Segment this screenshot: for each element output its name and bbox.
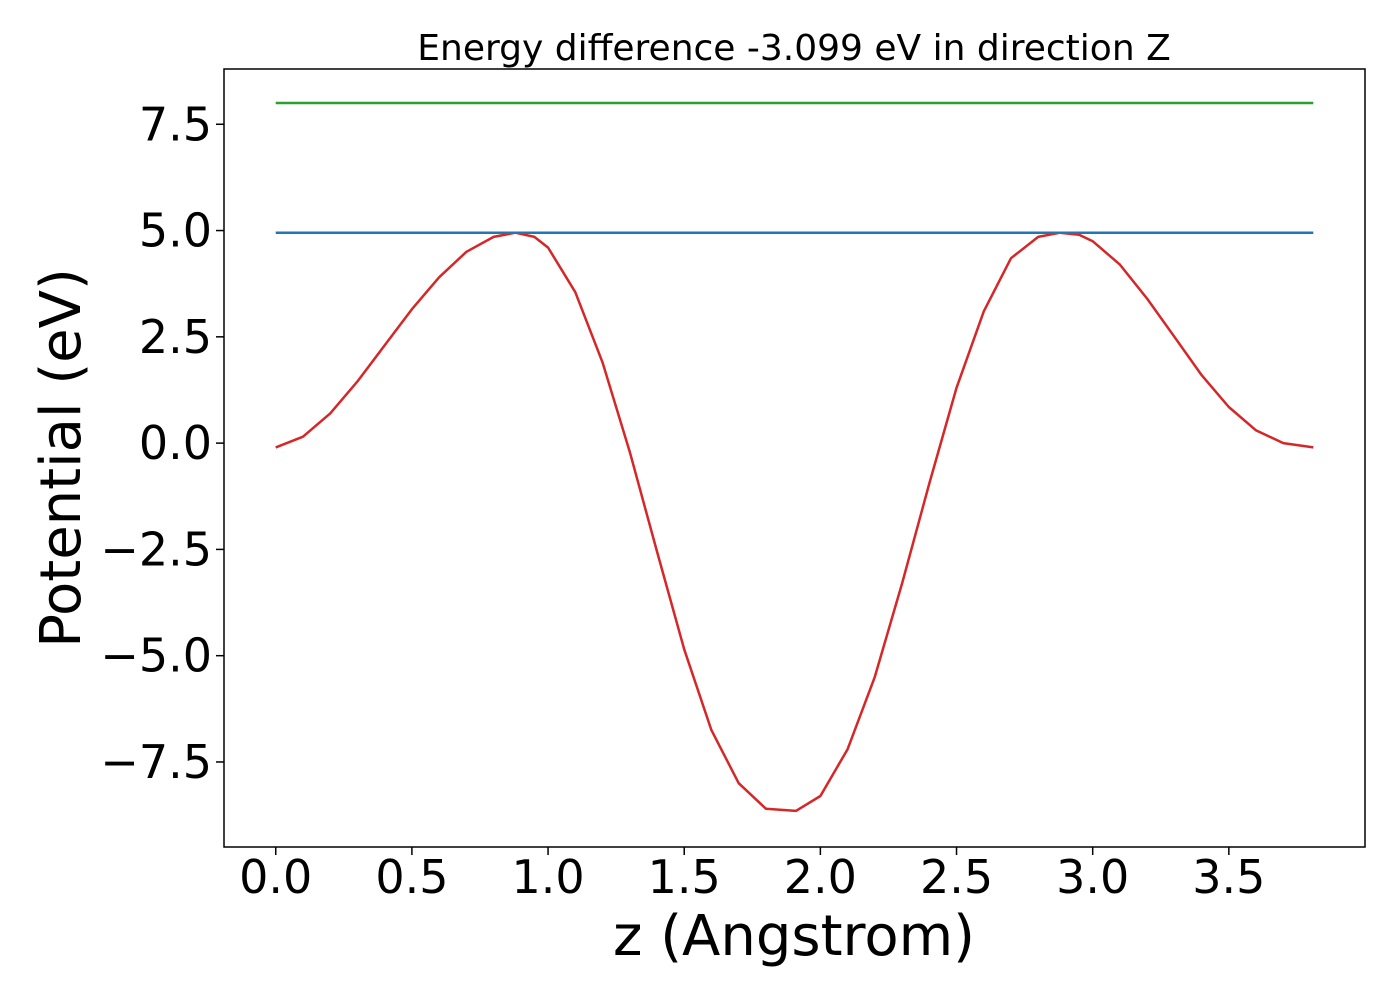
y-tick-label: −5.0	[100, 629, 212, 683]
axes-layer: 0.0 0.5 1.0 1.5 2.0 2.5 3.0 3.5 −7.5 −5.0 −2.5 0.0 2…	[100, 97, 1265, 904]
x-axis-label: z (Angstrom)	[613, 904, 975, 969]
x-tick-label: 1.5	[648, 850, 721, 904]
y-tick-label: 7.5	[139, 97, 212, 151]
y-tick-label: 0.0	[139, 416, 212, 470]
x-tick-label: 0.0	[239, 850, 312, 904]
x-tick-label: 2.5	[920, 850, 993, 904]
x-tick-label: 0.5	[375, 850, 448, 904]
y-tick-label: −7.5	[100, 735, 212, 789]
y-tick-label: 2.5	[139, 310, 212, 364]
y-axis-label: Potential (eV)	[29, 268, 94, 648]
series-layer	[275, 101, 1314, 813]
x-tick-label: 2.0	[784, 850, 857, 904]
x-tick-label: 3.5	[1192, 850, 1265, 904]
x-tick-label: 1.0	[511, 850, 584, 904]
y-tick-label: 5.0	[139, 204, 212, 258]
y-tick-label: −2.5	[100, 522, 212, 576]
chart-title: Energy difference -3.099 eV in direction…	[417, 28, 1171, 69]
series-line-0	[275, 231, 1314, 813]
plot-frame	[223, 68, 1366, 848]
x-tick-label: 3.0	[1056, 850, 1129, 904]
